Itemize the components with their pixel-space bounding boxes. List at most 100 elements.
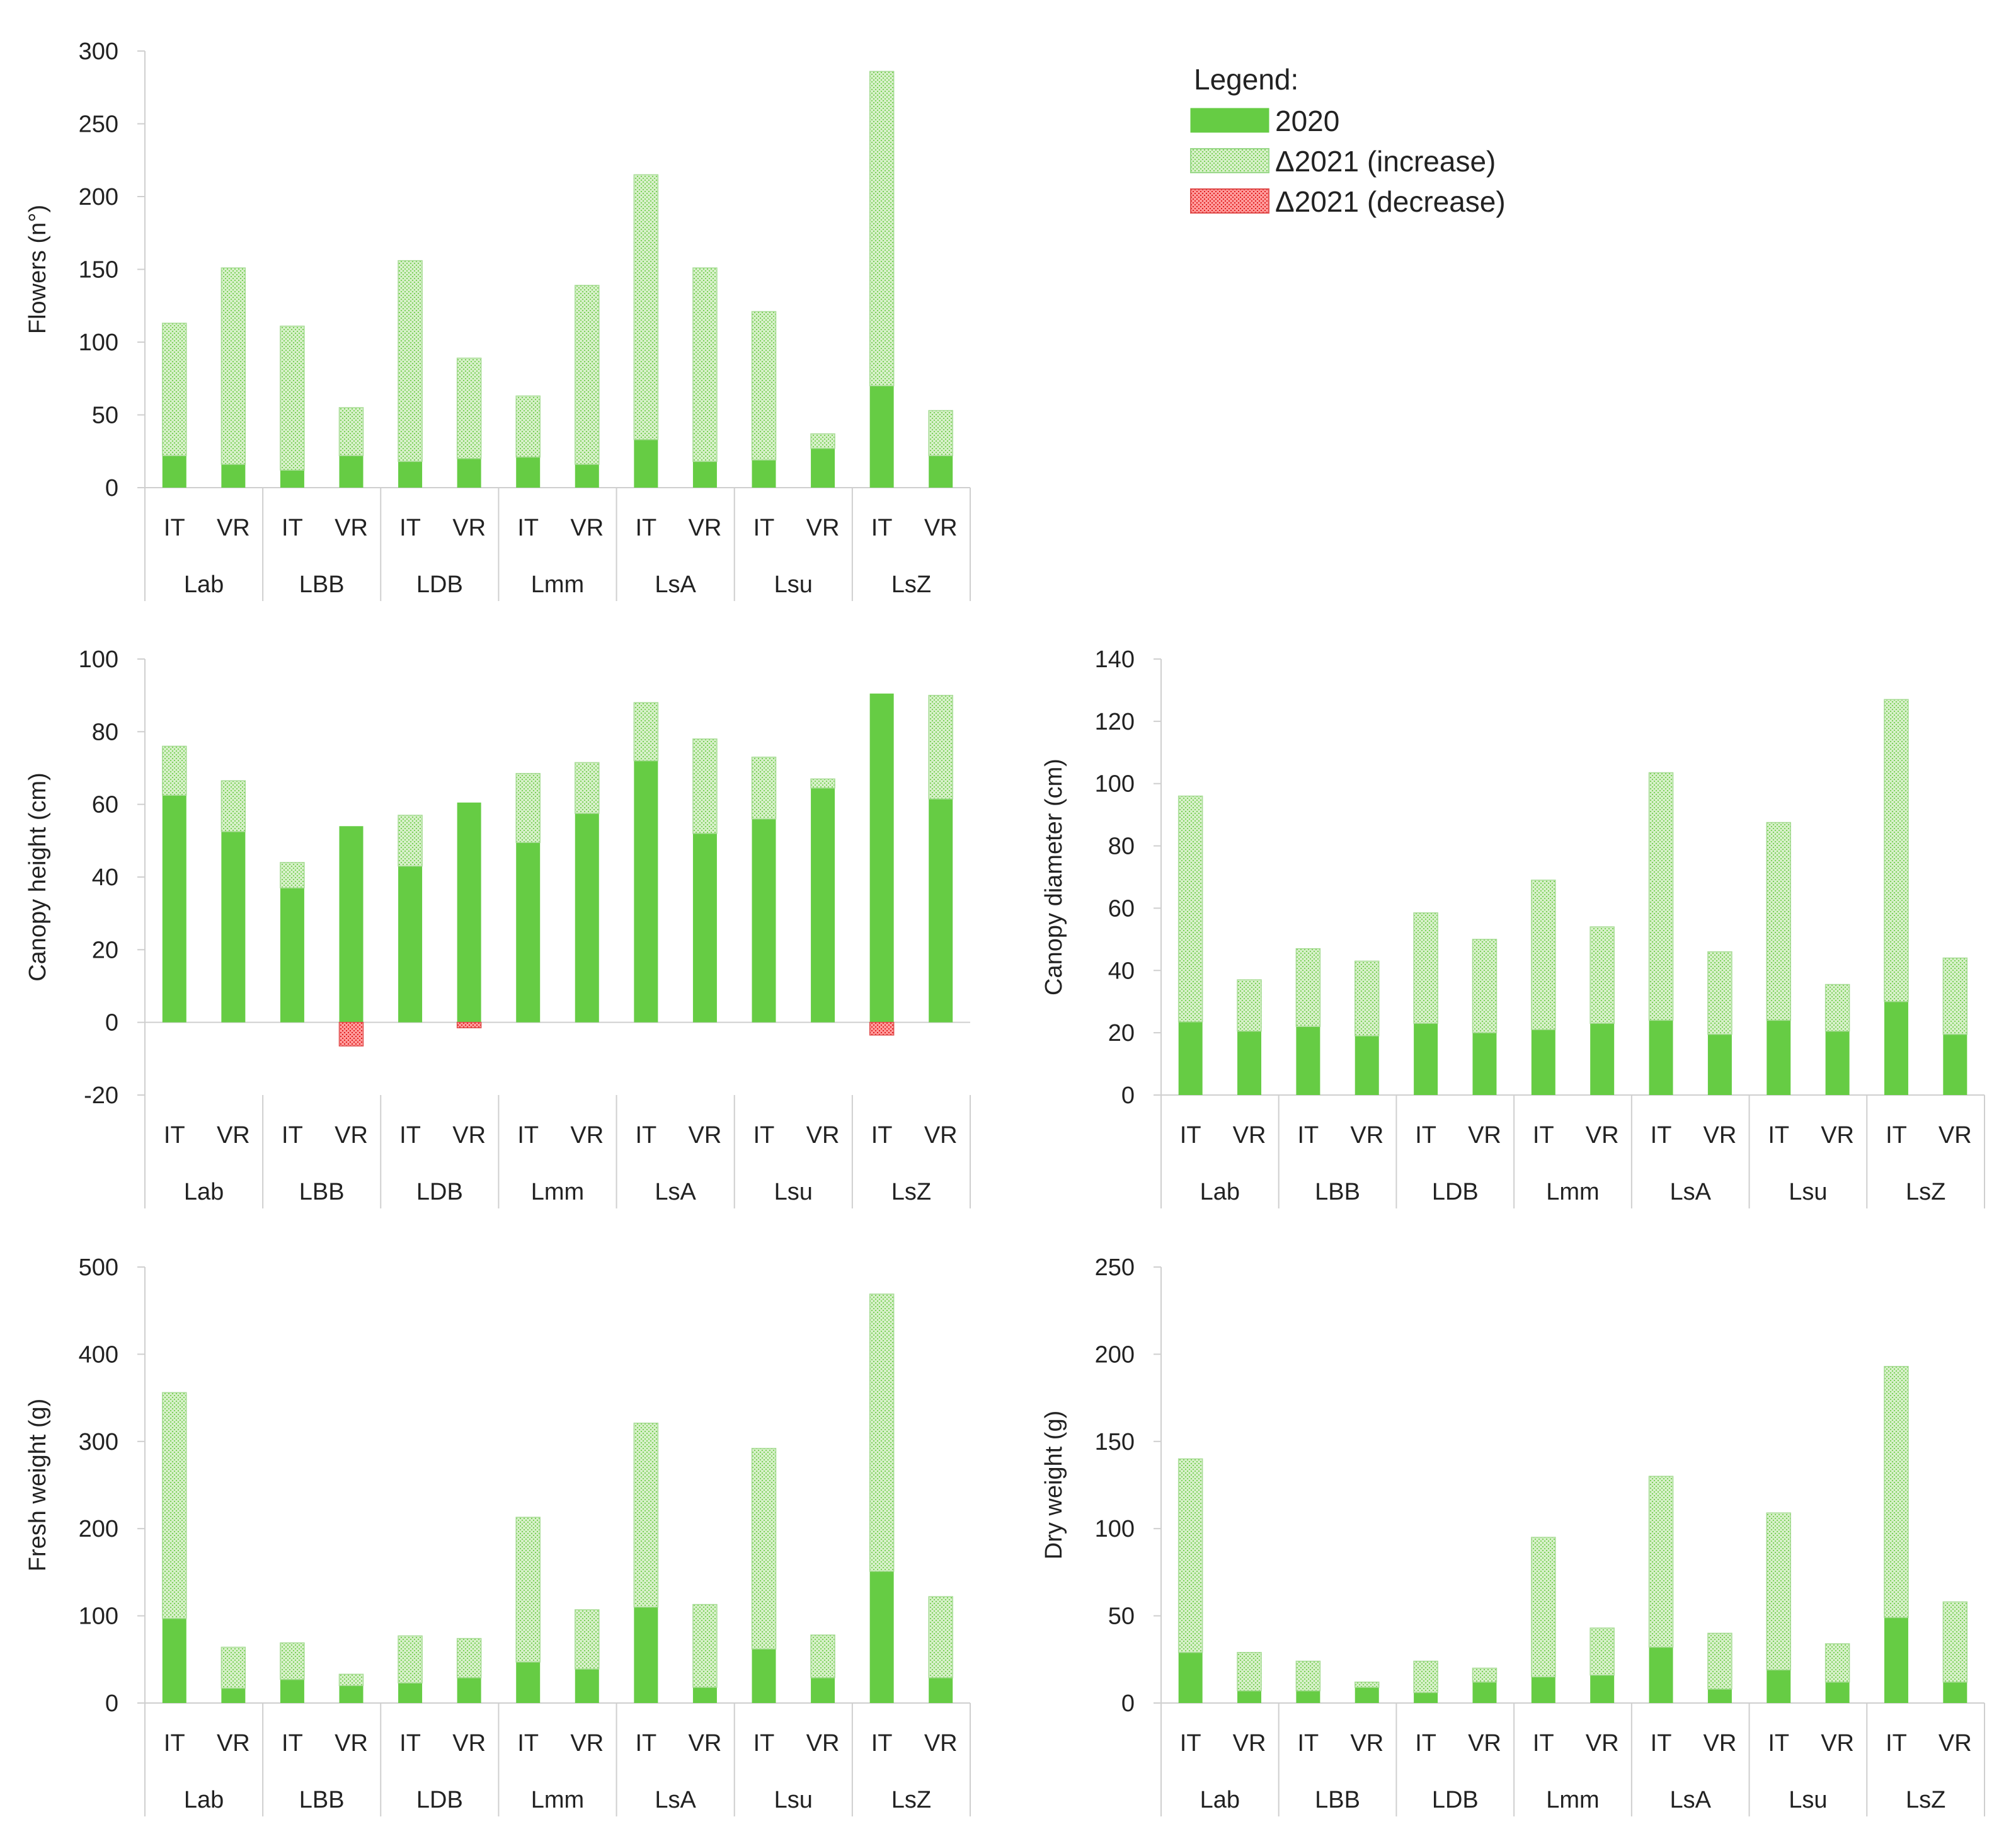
bar-delta-increase <box>575 1609 600 1670</box>
x-subcategory-label: IT <box>399 515 421 541</box>
bar-delta-increase <box>1648 1476 1674 1648</box>
x-subcategory-label: VR <box>1939 1730 1972 1757</box>
legend-label-increase: Δ2021 (increase) <box>1275 145 1496 178</box>
bar-2020 <box>280 1679 304 1703</box>
bar-delta-increase <box>1942 1601 1968 1683</box>
bar-delta-increase <box>1177 1458 1203 1653</box>
legend-swatch-increase <box>1190 148 1269 173</box>
bar-2020 <box>1767 1670 1791 1703</box>
bar-delta-increase <box>810 1634 835 1678</box>
bar-delta-increase <box>1824 1643 1850 1683</box>
bar-2020 <box>929 799 953 1023</box>
bar-delta-increase <box>1295 1660 1321 1692</box>
bar-delta-increase <box>928 410 953 456</box>
y-tick-label: 150 <box>79 257 118 284</box>
bar-2020 <box>280 470 304 488</box>
x-subcategory-label: IT <box>753 1122 775 1149</box>
x-group-label: LsA <box>655 1787 696 1813</box>
bar-delta-increase <box>869 71 895 387</box>
y-tick-label: 100 <box>1095 771 1135 798</box>
x-subcategory-label: IT <box>635 1730 656 1757</box>
bar-2020 <box>1825 1031 1850 1095</box>
x-group-label: LBB <box>299 571 345 598</box>
x-subcategory-label: IT <box>871 1730 893 1757</box>
y-tick-label: 100 <box>79 646 118 673</box>
x-subcategory-label: VR <box>689 515 722 541</box>
y-tick-label: 40 <box>92 864 118 891</box>
bar-delta-increase <box>220 1646 246 1689</box>
bar-delta-increase <box>338 407 364 456</box>
bar-delta-increase <box>810 433 835 449</box>
x-group-label: Lmm <box>531 571 584 598</box>
y-tick-label: 140 <box>1095 646 1135 673</box>
x-group-label: LDB <box>1432 1787 1479 1813</box>
bar-delta-increase <box>1177 795 1203 1023</box>
bar-2020 <box>1649 1647 1673 1703</box>
bar-2020 <box>339 1685 364 1703</box>
x-subcategory-label: IT <box>635 515 656 541</box>
bar-delta-increase <box>575 762 600 814</box>
legend: Legend: 2020 Δ2021 (increase) Δ2021 (dec… <box>1190 63 1506 218</box>
x-subcategory-label: VR <box>1821 1730 1854 1757</box>
chart-fresh-weight: 0 100 200 300 400 500 Fresh weight (g) IT VR Lab I… <box>25 1254 971 1816</box>
y-tick-label: 0 <box>1121 1082 1135 1109</box>
bar-2020 <box>575 1669 599 1703</box>
bar-2020 <box>869 1571 894 1703</box>
x-group-label: Lab <box>184 1179 224 1205</box>
bar-delta-increase <box>1884 699 1909 1002</box>
bar-delta-increase <box>1766 822 1791 1021</box>
bar-2020 <box>869 693 894 1023</box>
x-subcategory-label: IT <box>399 1730 421 1757</box>
y-tick-label: 100 <box>79 1603 118 1630</box>
bar-delta-increase <box>692 738 718 834</box>
x-group-label: LDB <box>416 1787 463 1813</box>
bar-2020 <box>162 1618 186 1703</box>
x-subcategory-label: VR <box>924 515 958 541</box>
x-group-label: LsZ <box>891 571 931 598</box>
x-subcategory-label: IT <box>282 1122 303 1149</box>
bar-2020 <box>1590 1023 1615 1095</box>
bar-2020 <box>221 464 246 488</box>
chart-canopy-diameter: 0 20 40 60 80 100 120 140 Canopy diameter (cm) IT… <box>1041 646 1985 1208</box>
bar-2020 <box>398 866 423 1023</box>
x-subcategory-label: VR <box>452 1122 486 1149</box>
x-subcategory-label: VR <box>570 1122 604 1149</box>
y-tick-label: -20 <box>84 1082 118 1109</box>
bar-2020 <box>221 1688 246 1703</box>
x-group-label: LsA <box>655 1179 696 1205</box>
bar-2020 <box>162 795 186 1023</box>
x-subcategory-label: VR <box>1703 1122 1736 1149</box>
x-subcategory-label: VR <box>924 1730 958 1757</box>
bar-2020 <box>457 458 481 488</box>
bar-delta-increase <box>1942 957 1968 1035</box>
x-group-label: Lab <box>1200 1179 1240 1205</box>
bar-delta-increase <box>633 1422 659 1608</box>
x-subcategory-label: VR <box>335 1730 368 1757</box>
bar-2020 <box>280 888 304 1023</box>
x-subcategory-label: VR <box>452 1730 486 1757</box>
bar-2020 <box>1472 1682 1497 1703</box>
bar-delta-increase <box>1707 951 1732 1035</box>
y-tick-label: 60 <box>92 792 118 818</box>
y-tick-label: 300 <box>79 38 118 65</box>
bar-2020 <box>162 456 186 488</box>
x-subcategory-label: IT <box>1886 1730 1907 1757</box>
bar-delta-increase <box>398 260 423 462</box>
y-tick-label: 50 <box>1108 1603 1135 1630</box>
x-subcategory-label: VR <box>1350 1730 1383 1757</box>
x-subcategory-label: IT <box>517 515 539 541</box>
x-group-label: LsA <box>1670 1179 1711 1205</box>
bar-delta-increase <box>692 1603 718 1688</box>
bar-delta-increase <box>338 1673 364 1687</box>
x-subcategory-label: IT <box>871 515 893 541</box>
x-subcategory-label: VR <box>1821 1122 1854 1149</box>
bar-2020 <box>1237 1690 1262 1703</box>
bar-2020 <box>398 461 423 488</box>
x-subcategory-label: VR <box>1350 1122 1383 1149</box>
x-subcategory-label: VR <box>335 515 368 541</box>
bar-delta-increase <box>928 1596 953 1678</box>
y-tick-label: 0 <box>105 475 118 502</box>
x-group-label: Lab <box>1200 1787 1240 1813</box>
bar-2020 <box>1296 1690 1320 1703</box>
